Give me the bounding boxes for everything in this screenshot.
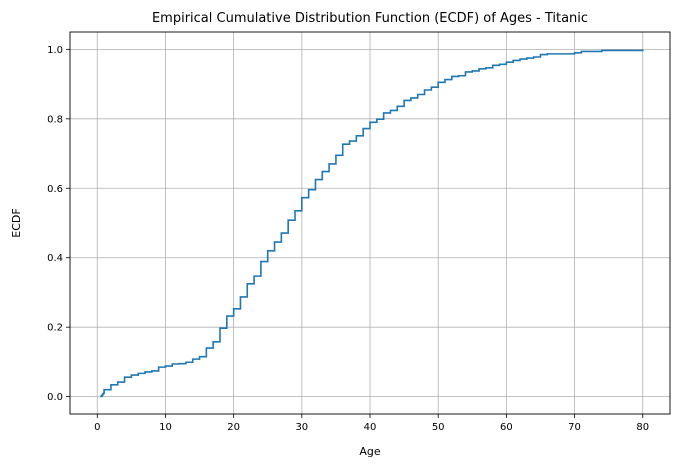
x-tick-label: 40 [364,422,377,433]
chart-title: Empirical Cumulative Distribution Functi… [152,11,588,26]
y-tick-label: 0.0 [47,392,63,403]
x-tick-label: 10 [159,422,172,433]
ecdf-series-line [100,49,644,398]
y-tick-label: 0.6 [47,184,63,195]
x-axis-ticks: 0 10 20 30 40 50 60 70 80 [94,414,649,433]
y-axis-ticks: 0.0 0.2 0.4 0.6 0.8 1.0 [47,45,70,403]
y-tick-label: 1.0 [47,45,63,56]
x-tick-label: 80 [636,422,649,433]
grid [70,32,670,414]
x-tick-label: 50 [432,422,445,433]
y-tick-label: 0.2 [47,323,63,334]
y-tick-label: 0.8 [47,114,63,125]
y-tick-label: 0.4 [47,253,63,264]
ecdf-line-layer [100,49,644,398]
x-tick-label: 30 [295,422,308,433]
x-tick-label: 60 [500,422,513,433]
y-axis-label: ECDF [10,208,23,237]
x-tick-label: 0 [94,422,100,433]
x-tick-label: 70 [568,422,581,433]
x-tick-label: 20 [227,422,240,433]
x-axis-label: Age [359,445,381,458]
